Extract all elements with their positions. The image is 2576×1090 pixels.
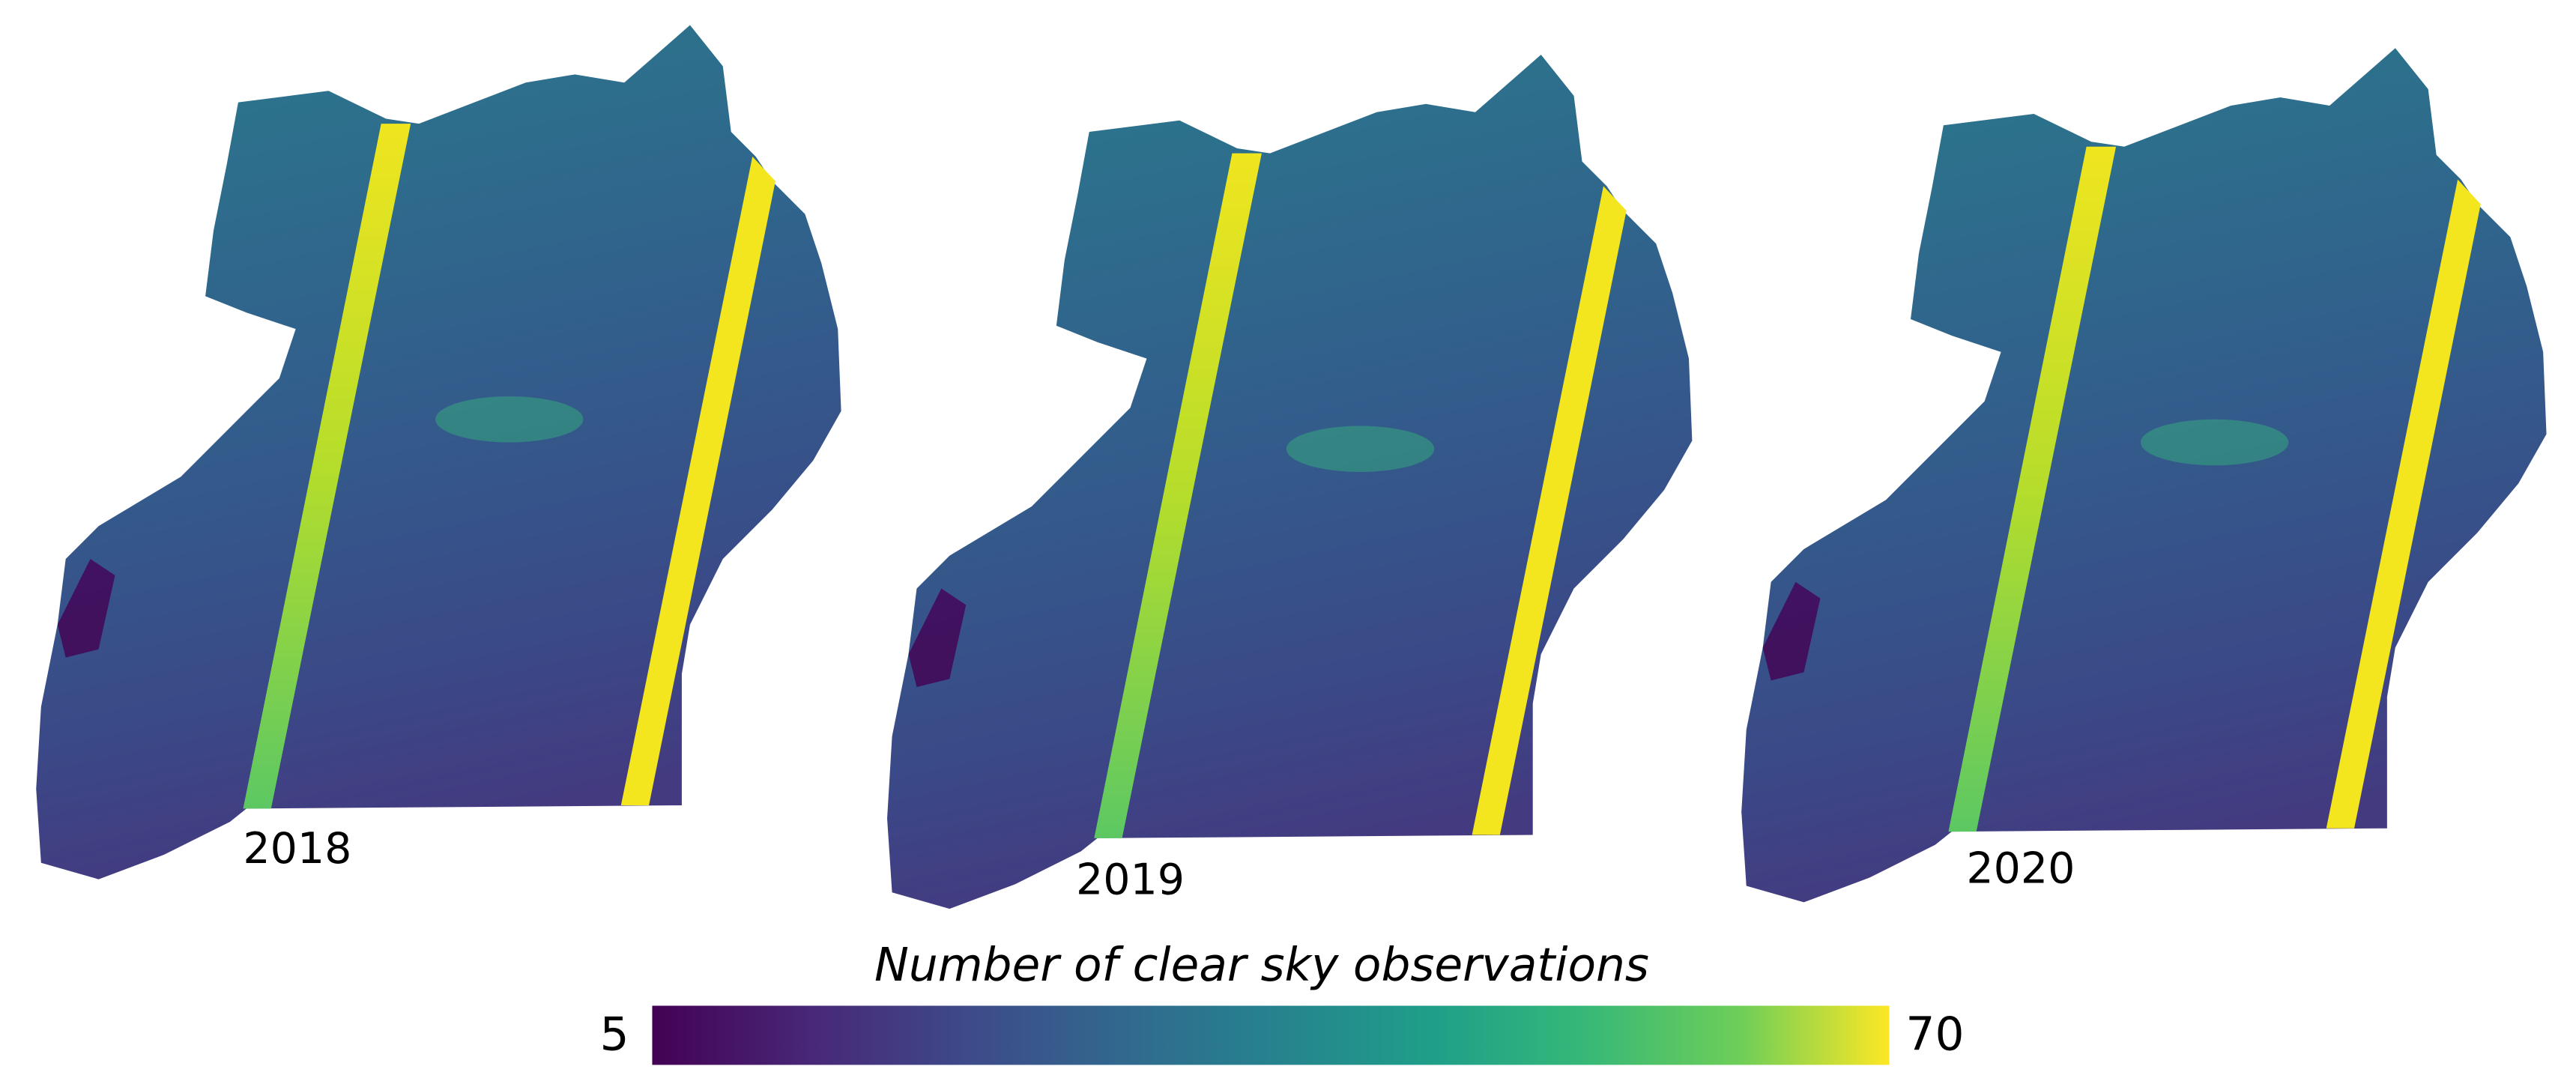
map-panel: 2020 <box>1741 48 2547 903</box>
panel-label: 2018 <box>243 824 351 873</box>
map-panel: 2018 <box>36 25 841 879</box>
colorbar-gradient <box>652 1005 1890 1065</box>
colorbar-max: 70 <box>1905 1008 1964 1061</box>
panel-label: 2019 <box>1076 856 1185 905</box>
map <box>1741 48 2547 903</box>
colorbar: Number of clear sky observations 5 70 <box>600 939 1965 1065</box>
colorbar-min: 5 <box>600 1008 629 1061</box>
map <box>36 25 841 879</box>
map-panel: 2019 <box>887 55 1693 909</box>
map <box>887 55 1693 909</box>
colorbar-title: Number of clear sky observations <box>874 939 1649 992</box>
panel-label: 2020 <box>1966 844 2075 893</box>
